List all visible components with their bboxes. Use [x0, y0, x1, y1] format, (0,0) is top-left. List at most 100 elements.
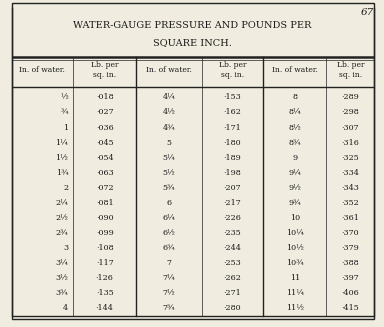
Text: 11½: 11½: [286, 304, 304, 312]
Text: 5½: 5½: [162, 169, 175, 177]
Text: 3½: 3½: [55, 274, 68, 282]
Text: 6: 6: [166, 199, 172, 207]
Text: 2¾: 2¾: [56, 229, 68, 237]
Text: 10¾: 10¾: [286, 259, 304, 267]
Text: 10: 10: [290, 214, 300, 222]
Text: ·054: ·054: [96, 154, 113, 162]
Text: ·415: ·415: [341, 304, 359, 312]
Text: 10½: 10½: [286, 244, 304, 252]
Text: ·090: ·090: [96, 214, 113, 222]
Text: ·406: ·406: [341, 289, 359, 297]
Text: ·379: ·379: [341, 244, 359, 252]
Text: ·307: ·307: [342, 124, 359, 131]
Text: Lb. per
sq. in.: Lb. per sq. in.: [337, 61, 364, 79]
Text: 2¼: 2¼: [55, 199, 68, 207]
Text: 11¼: 11¼: [286, 289, 304, 297]
Text: 2: 2: [63, 184, 68, 192]
Text: ·352: ·352: [341, 199, 359, 207]
Text: ·099: ·099: [96, 229, 114, 237]
Text: ·207: ·207: [223, 184, 241, 192]
Text: 8¼: 8¼: [288, 109, 301, 116]
Text: 10¼: 10¼: [286, 229, 304, 237]
Text: 4¾: 4¾: [162, 124, 175, 131]
Text: 1: 1: [63, 124, 68, 131]
Text: 5¾: 5¾: [163, 184, 175, 192]
Text: ·235: ·235: [223, 229, 241, 237]
Text: ¾: ¾: [61, 109, 68, 116]
Text: ·271: ·271: [223, 289, 241, 297]
Text: ·189: ·189: [223, 154, 241, 162]
Text: ·135: ·135: [96, 289, 114, 297]
Text: ·244: ·244: [223, 244, 241, 252]
FancyBboxPatch shape: [12, 3, 374, 319]
Text: ·117: ·117: [96, 259, 114, 267]
Text: 8¾: 8¾: [288, 139, 301, 146]
Text: 5¼: 5¼: [162, 154, 175, 162]
Text: In. of water.: In. of water.: [19, 66, 65, 74]
Text: 8½: 8½: [288, 124, 301, 131]
Text: ·280: ·280: [223, 304, 241, 312]
Text: ·027: ·027: [96, 109, 113, 116]
Text: 9¼: 9¼: [288, 169, 301, 177]
Text: ·081: ·081: [96, 199, 113, 207]
Text: 7¼: 7¼: [162, 274, 175, 282]
Text: 1½: 1½: [55, 154, 68, 162]
Text: 7¾: 7¾: [163, 304, 175, 312]
Text: 67: 67: [361, 8, 374, 17]
Text: 3: 3: [63, 244, 68, 252]
Text: 6¼: 6¼: [162, 214, 175, 222]
Text: ·325: ·325: [341, 154, 359, 162]
Text: 4: 4: [63, 304, 68, 312]
Text: In. of water.: In. of water.: [146, 66, 192, 74]
Text: ·316: ·316: [341, 139, 359, 146]
Text: ·162: ·162: [223, 109, 241, 116]
Text: ·298: ·298: [341, 109, 359, 116]
Text: 6½: 6½: [162, 229, 175, 237]
Text: 8: 8: [292, 94, 297, 101]
Text: ·226: ·226: [223, 214, 241, 222]
Text: ·108: ·108: [96, 244, 113, 252]
Text: 6¾: 6¾: [162, 244, 175, 252]
Text: ·343: ·343: [341, 184, 359, 192]
Text: 2½: 2½: [55, 214, 68, 222]
Text: 1¼: 1¼: [55, 139, 68, 146]
Text: ·180: ·180: [223, 139, 241, 146]
Text: ·072: ·072: [96, 184, 113, 192]
Text: 1¾: 1¾: [56, 169, 68, 177]
Text: ·198: ·198: [223, 169, 241, 177]
Text: 9¾: 9¾: [288, 199, 301, 207]
Text: ·262: ·262: [223, 274, 241, 282]
Text: 4¼: 4¼: [162, 94, 175, 101]
Text: ·388: ·388: [342, 259, 359, 267]
Text: ·144: ·144: [96, 304, 114, 312]
Text: ·217: ·217: [223, 199, 241, 207]
Text: ·153: ·153: [223, 94, 241, 101]
Text: Lb. per
sq. in.: Lb. per sq. in.: [91, 61, 118, 79]
Text: 7: 7: [166, 259, 172, 267]
Text: 4½: 4½: [162, 109, 175, 116]
Text: ·171: ·171: [223, 124, 241, 131]
Text: ·334: ·334: [341, 169, 359, 177]
Text: ·370: ·370: [342, 229, 359, 237]
Text: ·063: ·063: [96, 169, 114, 177]
Text: ½: ½: [61, 94, 68, 101]
Text: ·045: ·045: [96, 139, 113, 146]
Text: ·397: ·397: [341, 274, 359, 282]
Text: 11: 11: [290, 274, 300, 282]
Text: 3¼: 3¼: [55, 259, 68, 267]
Text: ·018: ·018: [96, 94, 113, 101]
Text: 5: 5: [166, 139, 172, 146]
Text: Lb. per
sq. in.: Lb. per sq. in.: [218, 61, 246, 79]
Text: 9½: 9½: [288, 184, 301, 192]
Text: ·126: ·126: [96, 274, 114, 282]
Text: 9: 9: [292, 154, 297, 162]
Text: ·289: ·289: [341, 94, 359, 101]
Text: In. of water.: In. of water.: [272, 66, 318, 74]
Text: ·253: ·253: [223, 259, 241, 267]
Text: 3¾: 3¾: [56, 289, 68, 297]
Text: SQUARE INCH.: SQUARE INCH.: [152, 38, 232, 47]
Text: ·036: ·036: [96, 124, 114, 131]
Text: 7½: 7½: [162, 289, 175, 297]
Text: WATER-GAUGE PRESSURE AND POUNDS PER: WATER-GAUGE PRESSURE AND POUNDS PER: [73, 21, 311, 30]
Text: ·361: ·361: [341, 214, 359, 222]
